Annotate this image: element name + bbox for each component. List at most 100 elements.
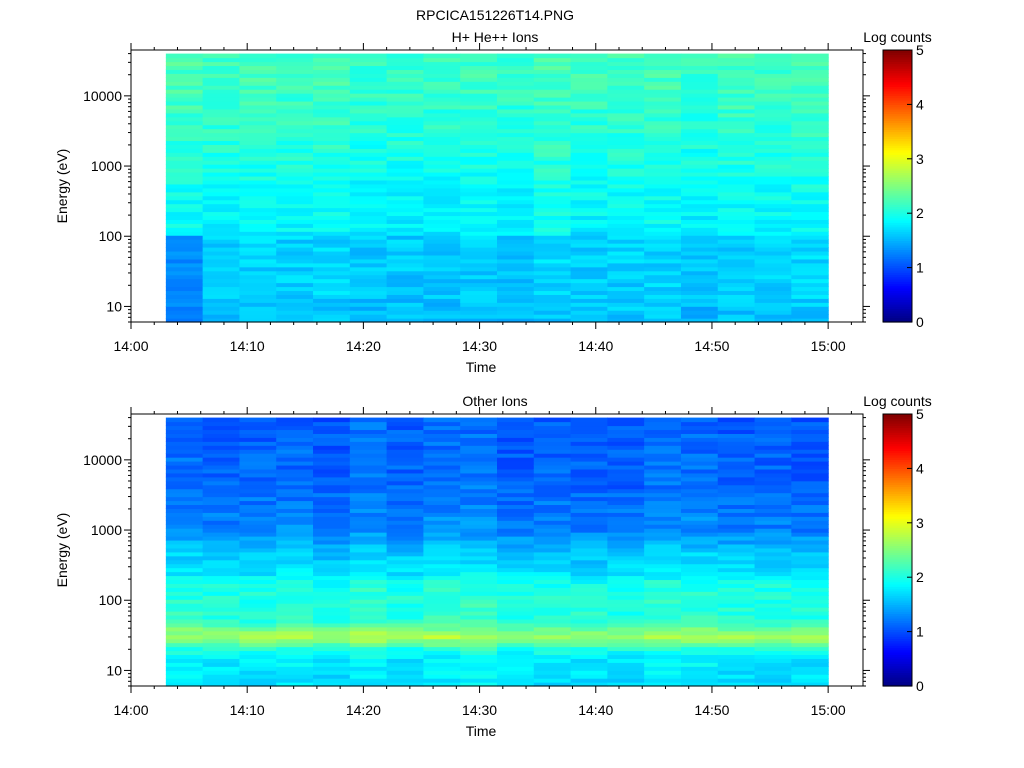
other-ions-cell xyxy=(165,579,204,584)
h-he-ions-cell xyxy=(349,250,388,256)
h-he-ions-cell xyxy=(202,156,241,161)
other-ions-cell xyxy=(791,670,829,675)
other-ions-cell xyxy=(607,603,645,608)
other-ions-cell xyxy=(276,429,314,434)
other-ions-cell xyxy=(607,559,645,565)
other-ions-cell xyxy=(423,417,461,423)
other-ions-cell xyxy=(644,425,682,431)
h-he-ions-cell xyxy=(165,286,204,292)
h-he-ions-cell xyxy=(497,183,535,189)
other-ions-colorbar-segment xyxy=(883,416,912,420)
h-he-ions-cell xyxy=(460,258,498,264)
h-he-ions-cell xyxy=(754,136,792,142)
other-ions-cell xyxy=(239,567,277,573)
other-ions-cell xyxy=(386,476,425,482)
h-he-ions-cell xyxy=(680,243,719,248)
h-he-ions-cell xyxy=(717,132,756,138)
other-ions-cell xyxy=(165,595,204,600)
h-he-ions-cell xyxy=(349,211,388,217)
other-ions-cell xyxy=(570,437,608,442)
h-he-ions-cell xyxy=(460,227,498,232)
other-ions-cell xyxy=(754,476,792,482)
other-ions-cell xyxy=(754,504,792,509)
other-ions-cell xyxy=(239,500,277,506)
h-he-ions-cell xyxy=(239,112,277,118)
h-he-ions-cell xyxy=(533,282,572,288)
other-ions-cell xyxy=(349,658,388,663)
other-ions-cell xyxy=(313,449,351,454)
other-ions-cell xyxy=(607,614,645,620)
h-he-ions-cell xyxy=(533,318,572,323)
other-ions-cell xyxy=(533,468,572,474)
other-ions-cell xyxy=(533,614,572,620)
other-ions-cell xyxy=(607,666,645,671)
h-he-ions-cell xyxy=(386,160,425,165)
other-ions-cell xyxy=(791,429,829,434)
h-he-ions-cell xyxy=(680,254,719,260)
other-ions-cell xyxy=(423,520,461,525)
h-he-ions-cell xyxy=(313,175,351,181)
other-ions-cell xyxy=(607,646,645,652)
other-ions-cell xyxy=(497,591,535,596)
h-he-ions-cell xyxy=(386,144,425,149)
other-ions-cell xyxy=(533,603,572,608)
h-he-ions-cell xyxy=(754,85,792,90)
other-ions-cell xyxy=(533,437,572,442)
other-ions-cell xyxy=(313,559,351,565)
h-he-ions-cell xyxy=(497,314,535,319)
other-ions-cell xyxy=(386,658,425,663)
h-he-ions-cell xyxy=(349,124,388,130)
other-ions-cell xyxy=(313,532,351,537)
h-he-ions-colorbar-segment xyxy=(883,145,912,149)
h-he-ions-cell xyxy=(754,124,792,130)
other-ions-cell xyxy=(276,512,314,517)
other-ions-cell xyxy=(533,484,572,490)
other-ions-cell xyxy=(754,453,792,458)
h-he-ions-cell xyxy=(680,270,719,276)
other-ions-cell xyxy=(533,579,572,584)
other-ions-cell xyxy=(239,559,277,565)
other-ions-cell xyxy=(313,682,351,687)
other-ions-cell xyxy=(460,662,498,667)
h-he-ions-cell xyxy=(349,302,388,307)
other-ions-cell xyxy=(570,678,608,683)
h-he-ions-cell xyxy=(607,152,645,157)
h-he-ions-cell xyxy=(386,128,425,134)
h-he-ions-cell xyxy=(276,294,314,299)
h-he-ions-cell xyxy=(754,152,792,157)
h-he-ions-cell xyxy=(570,243,608,248)
h-he-ions-cell xyxy=(680,144,719,149)
other-ions-cell xyxy=(276,599,314,604)
h-he-ions-cell xyxy=(239,203,277,209)
other-ions-cell xyxy=(423,626,461,632)
h-he-ions-colorbar-segment xyxy=(883,99,912,103)
h-he-ions-cell xyxy=(754,132,792,138)
h-he-ions-cell xyxy=(644,128,682,134)
h-he-ions-cell xyxy=(644,160,682,165)
h-he-ions-cell xyxy=(349,53,388,59)
h-he-ions-cell xyxy=(202,294,241,299)
h-he-ions-cell xyxy=(607,286,645,292)
other-ions-cell xyxy=(165,563,204,569)
h-he-ions-cell xyxy=(607,306,645,311)
h-he-ions-cell xyxy=(680,310,719,315)
h-he-ions-cell xyxy=(680,235,719,240)
h-he-ions-cell xyxy=(276,258,314,264)
h-he-ions-colorbar-segment xyxy=(883,208,912,212)
other-ions-cell xyxy=(644,563,682,569)
other-ions-cell xyxy=(644,437,682,442)
h-he-ions-cell xyxy=(460,124,498,130)
other-ions-cell xyxy=(165,457,204,462)
other-ions-colorbar-segment xyxy=(883,595,912,599)
other-ions-cell xyxy=(754,433,792,438)
h-he-ions-cell xyxy=(313,282,351,288)
other-ions-cell xyxy=(680,516,719,521)
h-he-ions-cell xyxy=(239,227,277,232)
other-ions-cell xyxy=(202,524,241,529)
other-ions-colorbar-segment xyxy=(883,500,912,503)
h-he-ions-cell xyxy=(754,211,792,217)
h-he-ions-colorbar-segment xyxy=(883,247,912,251)
h-he-ions-colorbar-segment xyxy=(883,231,912,235)
other-ions-cell xyxy=(754,445,792,450)
other-ions-cell xyxy=(349,630,388,636)
